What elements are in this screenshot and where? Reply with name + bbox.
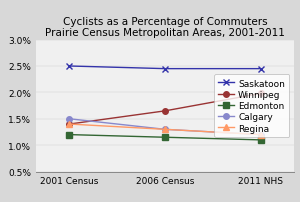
Line: Calgary: Calgary xyxy=(67,116,263,138)
Calgary xyxy=(163,128,167,131)
Regina xyxy=(163,128,167,131)
Line: Regina: Regina xyxy=(67,122,263,138)
Line: Saskatoon: Saskatoon xyxy=(66,63,264,73)
Saskatoon xyxy=(68,65,71,68)
Saskatoon xyxy=(163,68,167,70)
Edmonton xyxy=(259,139,262,141)
Line: Edmonton: Edmonton xyxy=(67,132,263,143)
Legend: Saskatoon, Winnipeg, Edmonton, Calgary, Regina: Saskatoon, Winnipeg, Edmonton, Calgary, … xyxy=(214,75,290,137)
Title: Cyclists as a Percentage of Commuters
Prairie Census Metropolitan Areas, 2001-20: Cyclists as a Percentage of Commuters Pr… xyxy=(45,17,285,38)
Winnipeg xyxy=(259,93,262,95)
Saskatoon xyxy=(259,68,262,70)
Winnipeg xyxy=(163,110,167,113)
Calgary xyxy=(68,118,71,120)
Edmonton xyxy=(163,136,167,139)
Winnipeg xyxy=(68,123,71,126)
Calgary xyxy=(259,134,262,136)
Line: Winnipeg: Winnipeg xyxy=(67,91,263,127)
Edmonton xyxy=(68,134,71,136)
Regina xyxy=(68,123,71,126)
Regina xyxy=(259,134,262,136)
